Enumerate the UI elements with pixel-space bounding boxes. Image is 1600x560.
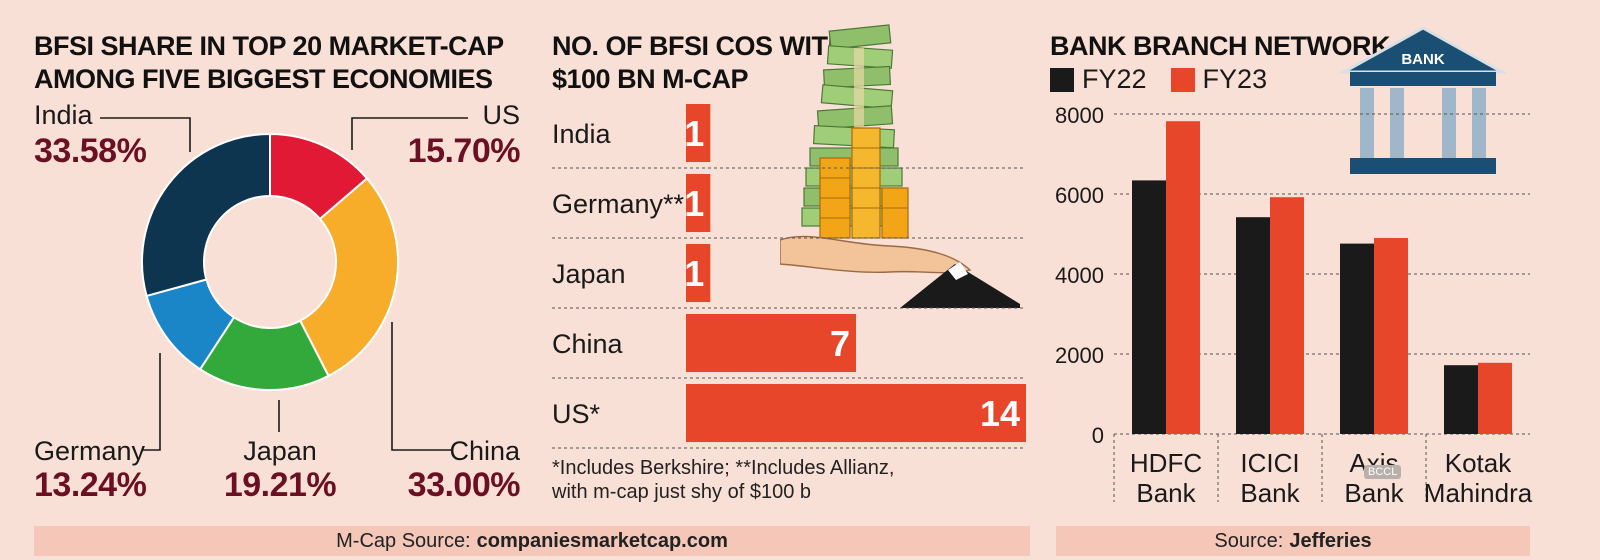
hbar-value-germany: 1	[684, 183, 704, 224]
hbar-category-china: China	[552, 329, 624, 359]
hbar-category-india: India	[552, 119, 612, 149]
branch-ytick-8000: 8000	[1055, 103, 1104, 128]
branch-xlabel-axis-bank-line-2: Bank	[1344, 478, 1404, 508]
slice-label-germany: Germany	[34, 436, 146, 466]
hbar-footnote: *Includes Berkshire; **Includes Allianz,…	[552, 456, 894, 504]
donut-title-line-2: AMONG FIVE BIGGEST ECONOMIES	[34, 64, 493, 94]
branch-ytick-0: 0	[1092, 423, 1104, 448]
branch-xlabel-hdfc-bank-line-1: HDFC	[1130, 448, 1202, 478]
source-bar-left: M-Cap Source: companiesmarketcap.com	[34, 526, 1030, 556]
bank-sign-text: BANK	[1401, 51, 1444, 68]
donut-slice-china	[298, 177, 399, 378]
slice-value-germany: 13.24%	[34, 466, 147, 504]
branch-bar-hdfc-bank-fy23	[1166, 121, 1200, 434]
donut-slice-india	[141, 132, 271, 298]
source-left-name: companiesmarketcap.com	[476, 529, 728, 552]
leader-line-china	[391, 322, 452, 451]
hbar-title-line-1: NO. OF BFSI COS WITH	[552, 31, 847, 61]
branch-xlabel-icici-bank-line-1: ICICI	[1240, 448, 1299, 478]
leader-line-germany	[142, 353, 161, 451]
branch-bar-icici-bank-fy22	[1236, 217, 1270, 434]
branch-ytick-4000: 4000	[1055, 263, 1104, 288]
source-right-name: Jefferies	[1289, 529, 1372, 552]
hbar-title-line-2: $100 BN M-CAP	[552, 64, 749, 94]
hbar-value-india: 1	[684, 113, 704, 154]
branch-bar-axis-bank-fy23	[1374, 238, 1408, 434]
hbar-title: NO. OF BFSI COS WITH $100 BN M-CAP	[552, 30, 847, 96]
branch-bar-icici-bank-fy23	[1270, 197, 1304, 434]
slice-value-us: 15.70%	[407, 132, 521, 170]
slice-value-china: 33.00%	[407, 466, 521, 504]
hbar-bar-china	[686, 314, 856, 372]
legend-label-fy22: FY22	[1082, 64, 1147, 94]
hbar-bar-india	[686, 104, 711, 162]
source-right-prefix: Source:	[1214, 529, 1284, 552]
hand-icon	[780, 235, 1020, 308]
leader-line-india	[100, 117, 191, 152]
hbar-category-germany: Germany**	[552, 189, 685, 219]
hbar-bar-germany	[686, 174, 711, 232]
coin-stacks-icon	[819, 127, 909, 239]
branch-xlabel-kotak-mahindra-line-2: Mahindra	[1424, 478, 1533, 508]
legend-label-fy23: FY23	[1202, 64, 1268, 94]
source-bar-right: Source: Jefferies	[1056, 526, 1530, 556]
hbar-value-japan: 1	[684, 253, 704, 294]
hbar-footnote-line-2: with m-cap just shy of $100 b	[552, 481, 812, 503]
hbar-value-us: 14	[980, 393, 1020, 434]
money-hand-illustration	[780, 24, 1020, 308]
bank-building-illustration: BANK	[1338, 26, 1508, 174]
branch-xlabel-hdfc-bank-line-2: Bank	[1136, 478, 1196, 508]
branch-legend: FY22 FY23	[1050, 64, 1267, 95]
branch-bar-kotak-mahindra-fy23	[1478, 362, 1512, 434]
branch-xlabel-kotak-mahindra-line-1: Kotak	[1445, 448, 1512, 478]
leader-line-us	[351, 117, 468, 150]
donut-chart	[100, 117, 468, 451]
hbar-bar-japan	[686, 244, 711, 302]
branch-ytick-2000: 2000	[1055, 343, 1104, 368]
branch-bar-hdfc-bank-fy22	[1132, 180, 1166, 434]
hbar-category-us: US*	[552, 399, 601, 429]
slice-label-us: US	[482, 100, 520, 130]
slice-value-japan: 19.21%	[223, 466, 337, 504]
slice-label-china: China	[449, 436, 520, 466]
donut-title-line-1: BFSI SHARE IN TOP 20 MARKET-CAP	[34, 31, 504, 61]
legend-swatch-fy22	[1050, 67, 1074, 92]
source-left-prefix: M-Cap Source:	[336, 529, 471, 552]
branch-title: BANK BRANCH NETWORK	[1050, 31, 1390, 61]
legend-swatch-fy23	[1170, 67, 1195, 92]
hbar-value-china: 7	[830, 323, 850, 364]
branch-bar-axis-bank-fy22	[1340, 243, 1374, 434]
hbar-bar-us	[686, 384, 1026, 442]
hbar-category-japan: Japan	[552, 259, 626, 289]
slice-label-japan: Japan	[243, 436, 317, 466]
slice-label-india: India	[34, 100, 93, 130]
branch-bar-kotak-mahindra-fy22	[1444, 365, 1478, 434]
hbar-footnote-line-1: *Includes Berkshire; **Includes Allianz,	[552, 457, 895, 479]
donut-title: BFSI SHARE IN TOP 20 MARKET-CAP AMONG FI…	[34, 30, 504, 96]
watermark-badge: BCCL	[1364, 465, 1402, 479]
slice-value-india: 33.58%	[34, 132, 147, 170]
branch-xlabel-icici-bank-line-2: Bank	[1240, 478, 1300, 508]
bank-icon: BANK	[1338, 26, 1508, 174]
branch-ytick-6000: 6000	[1055, 183, 1104, 208]
